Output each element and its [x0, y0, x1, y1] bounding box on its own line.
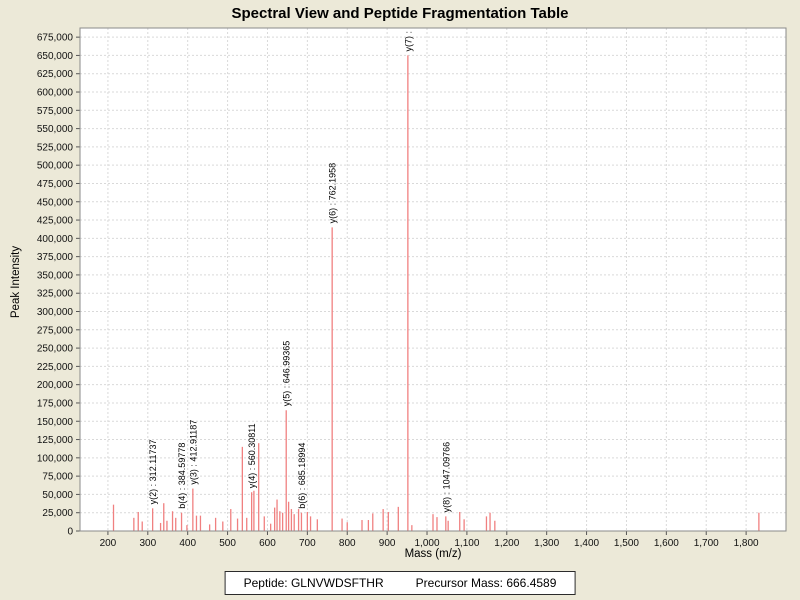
- axis-tick-labels: 0 25,000 50,000 75,000 100,000 125,000 150,000…: [37, 33, 759, 549]
- y-tick-label: 0: [67, 527, 73, 538]
- y-tick-label: 150,000: [37, 417, 74, 428]
- y-tick-label: 225,000: [37, 362, 74, 373]
- peak-annotations: y(2) : 312.11737 b(4) : 384.59778 y(3) : 4…: [148, 31, 451, 512]
- y-tick-label: 375,000: [37, 252, 74, 263]
- y-tick-label: 250,000: [37, 344, 74, 355]
- x-tick-label: 1,500: [614, 538, 639, 549]
- x-tick-label: 1,000: [415, 538, 440, 549]
- x-tick-label: 1,600: [654, 538, 679, 549]
- axis-ticks: [76, 36, 747, 535]
- x-axis-title: Mass (m/z): [404, 548, 462, 560]
- x-tick-label: 1,700: [694, 538, 719, 549]
- peak-annotation: y(8) : 1047.09766: [441, 442, 451, 513]
- peak-annotation: y(6) : 762.1958: [328, 163, 338, 224]
- x-tick-label: 900: [379, 538, 396, 549]
- spectrum-peaks: [112, 55, 760, 531]
- peak-annotation: y(2) : 312.11737: [148, 439, 158, 504]
- x-tick-label: 1,400: [574, 538, 599, 549]
- x-tick-label: 600: [259, 538, 276, 549]
- y-tick-label: 325,000: [37, 289, 74, 300]
- page-title: Spectral View and Peptide Fragmentation …: [231, 5, 569, 22]
- x-tick-label: 700: [299, 538, 316, 549]
- y-tick-label: 275,000: [37, 325, 74, 336]
- x-tick-label: 1,200: [494, 538, 519, 549]
- y-tick-label: 600,000: [37, 88, 74, 99]
- y-tick-label: 650,000: [37, 51, 74, 62]
- x-tick-label: 1,300: [534, 538, 559, 549]
- peptide-label: Peptide: GLNVWDSFTHR: [243, 576, 384, 590]
- y-tick-label: 500,000: [37, 161, 74, 172]
- y-tick-label: 450,000: [37, 197, 74, 208]
- y-tick-label: 200,000: [37, 380, 74, 391]
- x-tick-label: 1,800: [734, 538, 759, 549]
- y-tick-label: 525,000: [37, 142, 74, 153]
- plot-border: [79, 27, 787, 532]
- y-tick-label: 100,000: [37, 453, 74, 464]
- x-tick-label: 500: [219, 538, 236, 549]
- x-tick-label: 300: [139, 538, 156, 549]
- precursor-mass-label: Precursor Mass: 666.4589: [415, 576, 557, 590]
- peptide-info-box: Peptide: GLNVWDSFTHR Precursor Mass: 666.…: [224, 571, 576, 595]
- y-tick-label: 625,000: [37, 69, 74, 80]
- x-tick-label: 1,100: [454, 538, 479, 549]
- peak-annotation: y(5) : 646.99365: [282, 341, 292, 407]
- y-tick-label: 175,000: [37, 398, 74, 409]
- x-tick-label: 200: [100, 538, 117, 549]
- y-tick-label: 125,000: [37, 435, 74, 446]
- peak-annotation: b(4) : 384.59778: [177, 443, 187, 509]
- x-tick-label: 800: [339, 538, 356, 549]
- y-tick-label: 425,000: [37, 216, 74, 227]
- peak-annotation: b(6) : 685.18994: [297, 443, 307, 509]
- y-tick-label: 50,000: [42, 490, 73, 501]
- y-tick-label: 575,000: [37, 106, 74, 117]
- y-tick-label: 550,000: [37, 124, 74, 135]
- peak-annotation: y(3) : 412.91187: [188, 420, 198, 485]
- y-tick-label: 475,000: [37, 179, 74, 190]
- gridlines: [80, 28, 786, 531]
- y-tick-label: 25,000: [42, 508, 73, 519]
- y-tick-label: 350,000: [37, 270, 74, 281]
- peak-annotation: y(4) : 560.30811: [247, 423, 257, 488]
- peak-annotation: y(7) :: [403, 31, 413, 52]
- plot-area[interactable]: [80, 28, 786, 531]
- x-tick-label: 400: [179, 538, 196, 549]
- y-tick-label: 400,000: [37, 234, 74, 245]
- y-tick-label: 75,000: [42, 472, 73, 483]
- y-tick-label: 300,000: [37, 307, 74, 318]
- y-tick-label: 675,000: [37, 33, 74, 44]
